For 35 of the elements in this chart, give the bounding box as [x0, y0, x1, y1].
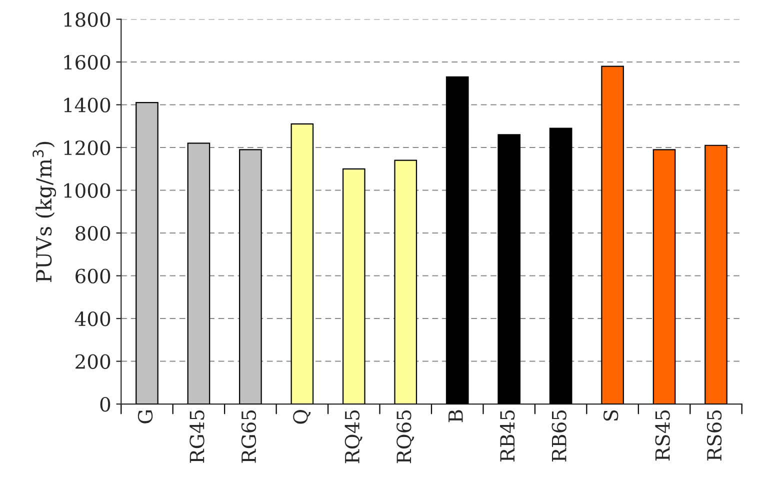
y-tick-label: 1600 — [64, 54, 110, 70]
bar — [239, 149, 262, 404]
y-tick-label: 600 — [76, 268, 110, 284]
bar — [549, 128, 572, 404]
x-tick-label: RQ45 — [344, 410, 362, 464]
x-tick-label: RS65 — [706, 410, 722, 461]
bar — [652, 149, 676, 404]
bar — [394, 160, 418, 404]
x-tick-label: RG65 — [241, 410, 256, 463]
y-tick-label: 1200 — [64, 140, 110, 156]
y-tick-label: 1800 — [64, 12, 110, 27]
y-axis-title: PUVs (kg/m$^{3}$) — [32, 142, 56, 282]
x-tick-label: S — [603, 410, 618, 421]
x-tick-label: RG45 — [190, 410, 204, 463]
bar — [290, 123, 314, 404]
y-tick-label: 1000 — [64, 183, 110, 198]
y-tick-label: 800 — [76, 226, 110, 241]
y-tick-label: 1400 — [64, 98, 110, 112]
x-tick-label: G — [138, 410, 153, 424]
bar — [342, 168, 366, 404]
bar — [187, 142, 210, 404]
bar — [136, 102, 158, 404]
x-tick-label: RQ65 — [396, 410, 414, 464]
y-tick-label: 200 — [76, 354, 110, 369]
x-tick-label: Q — [293, 410, 311, 424]
bar — [446, 76, 469, 404]
y-tick-label: 400 — [74, 311, 110, 326]
x-tick-label: RB45 — [500, 410, 515, 462]
bar — [704, 144, 728, 404]
bar — [601, 66, 624, 404]
y-tick-label: 0 — [100, 396, 110, 412]
x-tick-label: RS45 — [655, 410, 670, 461]
x-tick-label: RB65 — [552, 410, 566, 462]
bar — [498, 134, 520, 404]
x-tick-label: B — [448, 410, 463, 422]
